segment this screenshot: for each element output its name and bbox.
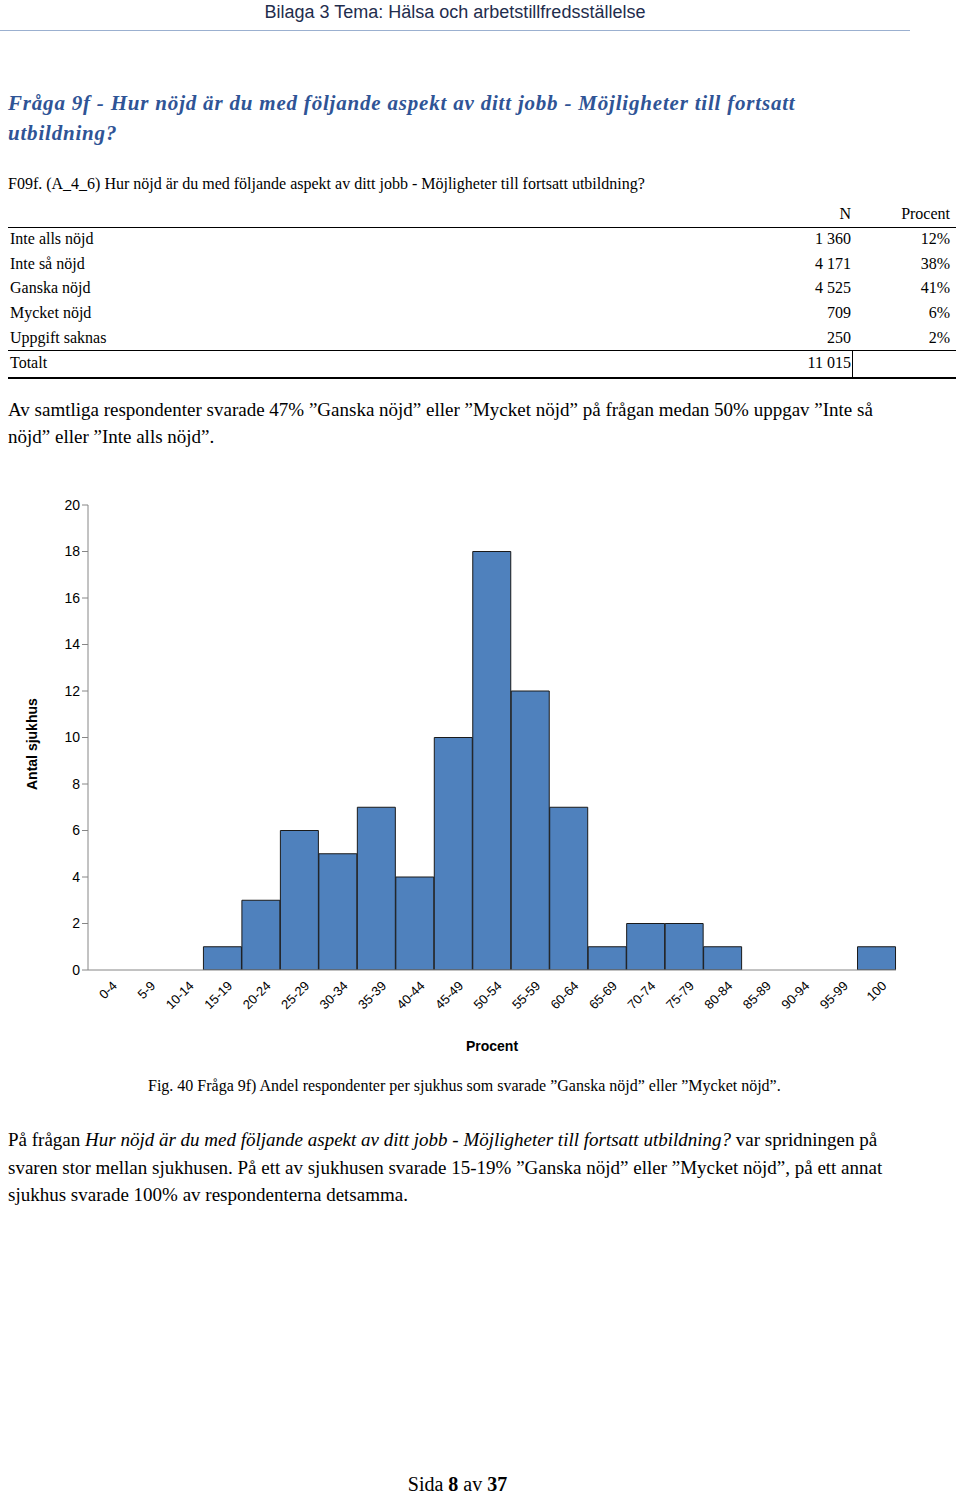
svg-text:25-29: 25-29 xyxy=(278,978,312,1012)
html-text:Av samtliga respondenter svara: Av samtliga respondenter svarade 47% ”Ga… xyxy=(8,399,873,447)
svg-text:75-79: 75-79 xyxy=(663,978,697,1012)
html-text:Fig. 40 Fråga 9f) Andel respon: Fig. 40 Fråga 9f) Andel respondenter per… xyxy=(148,1077,781,1094)
svg-text:85-89: 85-89 xyxy=(740,978,774,1012)
svg-text:0: 0 xyxy=(72,962,80,978)
svg-text:16: 16 xyxy=(64,590,80,606)
svg-text:30-34: 30-34 xyxy=(317,978,351,1012)
html-text:På frågan Hur nöjd är du med f: På frågan Hur nöjd är du med följande as… xyxy=(8,1129,883,1205)
svg-text:90-94: 90-94 xyxy=(778,978,812,1012)
svg-text:60-64: 60-64 xyxy=(547,978,581,1012)
html-text:Inte alls nöjd: Inte alls nöjd xyxy=(10,230,94,247)
html-text:4 171: 4 171 xyxy=(815,254,851,272)
html-text:Antal sjukhus: Antal sjukhus xyxy=(24,698,40,790)
svg-text:14: 14 xyxy=(64,636,80,652)
html-text:Ganska nöjd: Ganska nöjd xyxy=(10,279,91,297)
html-text:38%: 38% xyxy=(920,254,950,272)
svg-text:55-59: 55-59 xyxy=(509,978,543,1012)
svg-text:95-99: 95-99 xyxy=(817,978,851,1012)
html-text:41%: 41% xyxy=(920,279,950,297)
svg-text:20-24: 20-24 xyxy=(240,978,274,1012)
svg-text:80-84: 80-84 xyxy=(701,978,735,1012)
html-text:Sida 8 av 37: Sida 8 av 37 xyxy=(407,1473,508,1495)
html-text:4 525: 4 525 xyxy=(815,279,851,297)
html-text:Mycket nöjd: Mycket nöjd xyxy=(10,304,92,322)
html-text:250: 250 xyxy=(827,328,851,346)
svg-text:10: 10 xyxy=(64,729,80,745)
html-text:709: 709 xyxy=(827,304,851,322)
html-text:Bilaga 3 Tema: Hälsa och arbet: Bilaga 3 Tema: Hälsa och arbetstillfreds… xyxy=(264,2,646,22)
html-text:Inte så nöjd: Inte så nöjd xyxy=(10,254,85,272)
html-text:Procent: Procent xyxy=(901,205,950,222)
html-text:1 360: 1 360 xyxy=(815,230,851,247)
svg-text:6: 6 xyxy=(72,822,80,838)
svg-text:40-44: 40-44 xyxy=(394,978,428,1012)
svg-text:70-74: 70-74 xyxy=(624,978,658,1012)
svg-text:65-69: 65-69 xyxy=(586,978,620,1012)
html-text:Fråga 9f - Hur nöjd är du med: Fråga 9f - Hur nöjd är du med följande a… xyxy=(8,91,796,145)
svg-text:18: 18 xyxy=(64,543,80,559)
html-text:N: N xyxy=(839,205,851,222)
svg-text:15-19: 15-19 xyxy=(201,978,235,1012)
svg-text:4: 4 xyxy=(72,869,80,885)
svg-text:10-14: 10-14 xyxy=(163,978,197,1012)
svg-text:8: 8 xyxy=(72,776,80,792)
svg-text:35-39: 35-39 xyxy=(355,978,389,1012)
svg-text:50-54: 50-54 xyxy=(471,978,505,1012)
html-text:11 015: 11 015 xyxy=(807,353,851,371)
svg-text:45-49: 45-49 xyxy=(432,978,466,1012)
html-text:6%: 6% xyxy=(928,304,950,322)
svg-text:20: 20 xyxy=(64,497,80,513)
html-text:Procent: Procent xyxy=(465,1038,519,1054)
html-text:12%: 12% xyxy=(920,230,950,247)
svg-text:100: 100 xyxy=(863,978,889,1004)
svg-text:0-4: 0-4 xyxy=(96,978,120,1002)
html-text:F09f. (A_4_6) Hur nöjd är du m: F09f. (A_4_6) Hur nöjd är du med följand… xyxy=(8,175,645,192)
svg-text:5-9: 5-9 xyxy=(134,978,158,1002)
html-text:2%: 2% xyxy=(928,328,950,346)
html-text:Uppgift saknas: Uppgift saknas xyxy=(10,328,107,346)
svg-text:2: 2 xyxy=(72,915,80,931)
svg-text:12: 12 xyxy=(64,683,80,699)
html-text:Totalt: Totalt xyxy=(10,353,48,371)
